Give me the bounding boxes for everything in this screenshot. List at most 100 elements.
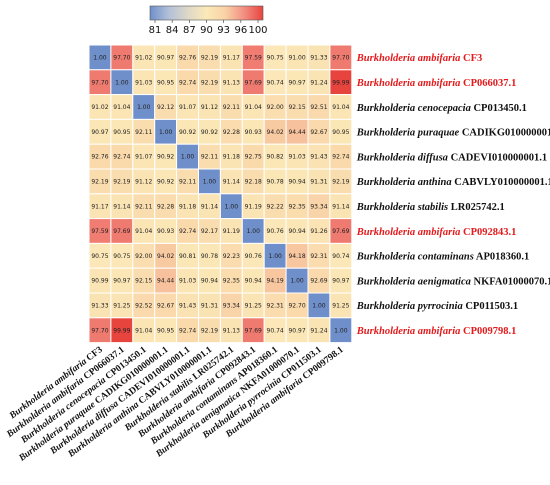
cell-value-label: 97.70 bbox=[91, 327, 108, 334]
cell-value-label: 91.33 bbox=[310, 55, 327, 62]
cell-value-label: 90.75 bbox=[91, 253, 108, 260]
cell-value-label: 1.00 bbox=[312, 303, 326, 310]
cell-value-label: 90.92 bbox=[157, 154, 174, 161]
cell-value-label: 90.97 bbox=[113, 278, 130, 285]
cell-value-label: 92.00 bbox=[267, 104, 284, 111]
cell-value-label: 1.00 bbox=[203, 179, 217, 186]
cell-value-label: 1.00 bbox=[159, 129, 173, 136]
cell-value-label: 90.99 bbox=[91, 278, 108, 285]
cell-value-label: 91.13 bbox=[223, 79, 240, 86]
colorbar-tick-label: 87 bbox=[183, 25, 196, 36]
row-label-species: ambifaria bbox=[418, 227, 461, 238]
cell-value-label: 92.19 bbox=[332, 179, 349, 186]
row-label-species: puraquae bbox=[417, 128, 460, 139]
row-label-species: stabilis bbox=[417, 202, 448, 213]
cell-value-label: 92.11 bbox=[135, 129, 152, 136]
cell-value-label: 91.19 bbox=[223, 228, 240, 235]
cell-value-label: 92.11 bbox=[179, 179, 196, 186]
row-label-genus: Burkholderia bbox=[356, 301, 415, 312]
row-label-accession: CABVLY010000001.1 bbox=[454, 177, 550, 188]
row-label-species: diffusa bbox=[418, 152, 448, 163]
row-label-species: ambifaria bbox=[418, 326, 461, 337]
cell-value-label: 92.00 bbox=[135, 253, 152, 260]
column-label: Burkholderia puraquae CADIKG010000001.1 bbox=[17, 345, 171, 464]
cell-value-label: 91.17 bbox=[91, 203, 108, 210]
cell-value-label: 92.28 bbox=[223, 129, 240, 136]
cell-value-label: 90.82 bbox=[267, 154, 284, 161]
cell-value-label: 1.00 bbox=[181, 154, 195, 161]
cell-value-label: 1.00 bbox=[115, 79, 129, 86]
cell-value-label: 90.74 bbox=[267, 79, 284, 86]
colorbar-tick-label: 100 bbox=[248, 25, 267, 36]
cell-value-label: 94.18 bbox=[288, 253, 305, 260]
cell-value-label: 92.76 bbox=[179, 55, 196, 62]
cell-value-label: 90.93 bbox=[157, 228, 174, 235]
cell-value-label: 91.12 bbox=[135, 179, 152, 186]
cell-value-label: 92.19 bbox=[201, 55, 218, 62]
cell-value-label: 92.11 bbox=[223, 104, 240, 111]
row-label: Burkholderia ambifaria CP009798.1 bbox=[356, 326, 517, 337]
cell-value-label: 90.97 bbox=[332, 278, 349, 285]
cell-value-label: 90.95 bbox=[332, 129, 349, 136]
cell-value-label: 90.76 bbox=[267, 228, 284, 235]
cell-value-label: 91.04 bbox=[245, 104, 262, 111]
cell-value-label: 92.31 bbox=[310, 253, 327, 260]
cell-value-label: 90.76 bbox=[245, 253, 262, 260]
cell-value-label: 1.00 bbox=[225, 203, 239, 210]
cell-value-label: 91.25 bbox=[245, 303, 262, 310]
cell-value-label: 92.12 bbox=[157, 104, 174, 111]
row-label: Burkholderia diffusa CADEVI010000001.1 bbox=[356, 152, 547, 163]
cell-value-label: 91.24 bbox=[310, 327, 327, 334]
row-label: Burkholderia aenigmatica NKFA01000070.1 bbox=[356, 276, 550, 287]
cell-value-label: 93.34 bbox=[310, 203, 327, 210]
row-label-genus: Burkholderia bbox=[356, 177, 415, 188]
row-label-genus: Burkholderia bbox=[356, 326, 415, 337]
row-label: Burkholderia ambifaria CP066037.1 bbox=[356, 78, 517, 89]
cell-value-label: 91.02 bbox=[135, 55, 152, 62]
cell-value-label: 92.74 bbox=[179, 228, 196, 235]
colorbar-tick-label: 96 bbox=[234, 25, 247, 36]
row-label: Burkholderia ambifaria CF3 bbox=[356, 53, 482, 64]
row-label-species: aenigmatica bbox=[418, 276, 471, 287]
cell-value-label: 99.99 bbox=[332, 79, 349, 86]
cell-value-label: 90.97 bbox=[288, 327, 305, 334]
cell-value-label: 92.67 bbox=[157, 303, 174, 310]
cell-value-label: 92.70 bbox=[288, 303, 305, 310]
cell-value-label: 90.95 bbox=[113, 129, 130, 136]
cell-value-label: 91.03 bbox=[288, 154, 305, 161]
cell-value-label: 91.03 bbox=[179, 278, 196, 285]
cell-value-label: 91.25 bbox=[113, 303, 130, 310]
cell-value-label: 90.75 bbox=[267, 55, 284, 62]
cell-value-label: 94.02 bbox=[267, 129, 284, 136]
cell-value-label: 92.74 bbox=[179, 79, 196, 86]
cell-value-label: 91.04 bbox=[135, 327, 152, 334]
cell-value-label: 91.07 bbox=[135, 154, 152, 161]
cell-value-label: 90.95 bbox=[157, 327, 174, 334]
row-label-species: cenocepacia bbox=[418, 103, 471, 114]
cell-value-label: 91.04 bbox=[332, 104, 349, 111]
cell-value-label: 97.70 bbox=[113, 55, 130, 62]
cell-value-label: 91.19 bbox=[245, 203, 262, 210]
cell-value-label: 91.14 bbox=[113, 203, 130, 210]
cell-value-label: 1.00 bbox=[334, 327, 348, 334]
cell-value-label: 92.28 bbox=[157, 203, 174, 210]
cell-value-label: 92.51 bbox=[310, 104, 327, 111]
cell-value-label: 97.59 bbox=[245, 55, 262, 62]
row-label: Burkholderia stabilis LR025742.1 bbox=[356, 202, 505, 213]
row-label: Burkholderia anthina CABVLY010000001.1 bbox=[356, 177, 550, 188]
cell-value-label: 92.23 bbox=[223, 253, 240, 260]
row-label-accession: AP018360.1 bbox=[476, 252, 529, 263]
row-label-genus: Burkholderia bbox=[356, 53, 415, 64]
cell-value-label: 94.44 bbox=[288, 129, 305, 136]
row-label-genus: Burkholderia bbox=[356, 103, 415, 114]
colorbar-tick-label: 84 bbox=[166, 25, 179, 36]
cell-value-label: 92.11 bbox=[201, 154, 218, 161]
cell-value-label: 91.24 bbox=[310, 79, 327, 86]
row-label-genus: Burkholderia bbox=[356, 252, 415, 263]
cell-value-label: 91.26 bbox=[310, 228, 327, 235]
cell-value-label: 92.19 bbox=[201, 79, 218, 86]
cell-value-label: 1.00 bbox=[247, 228, 261, 235]
row-label-species: ambifaria bbox=[418, 78, 461, 89]
colorbar-tick-label: 81 bbox=[149, 25, 162, 36]
